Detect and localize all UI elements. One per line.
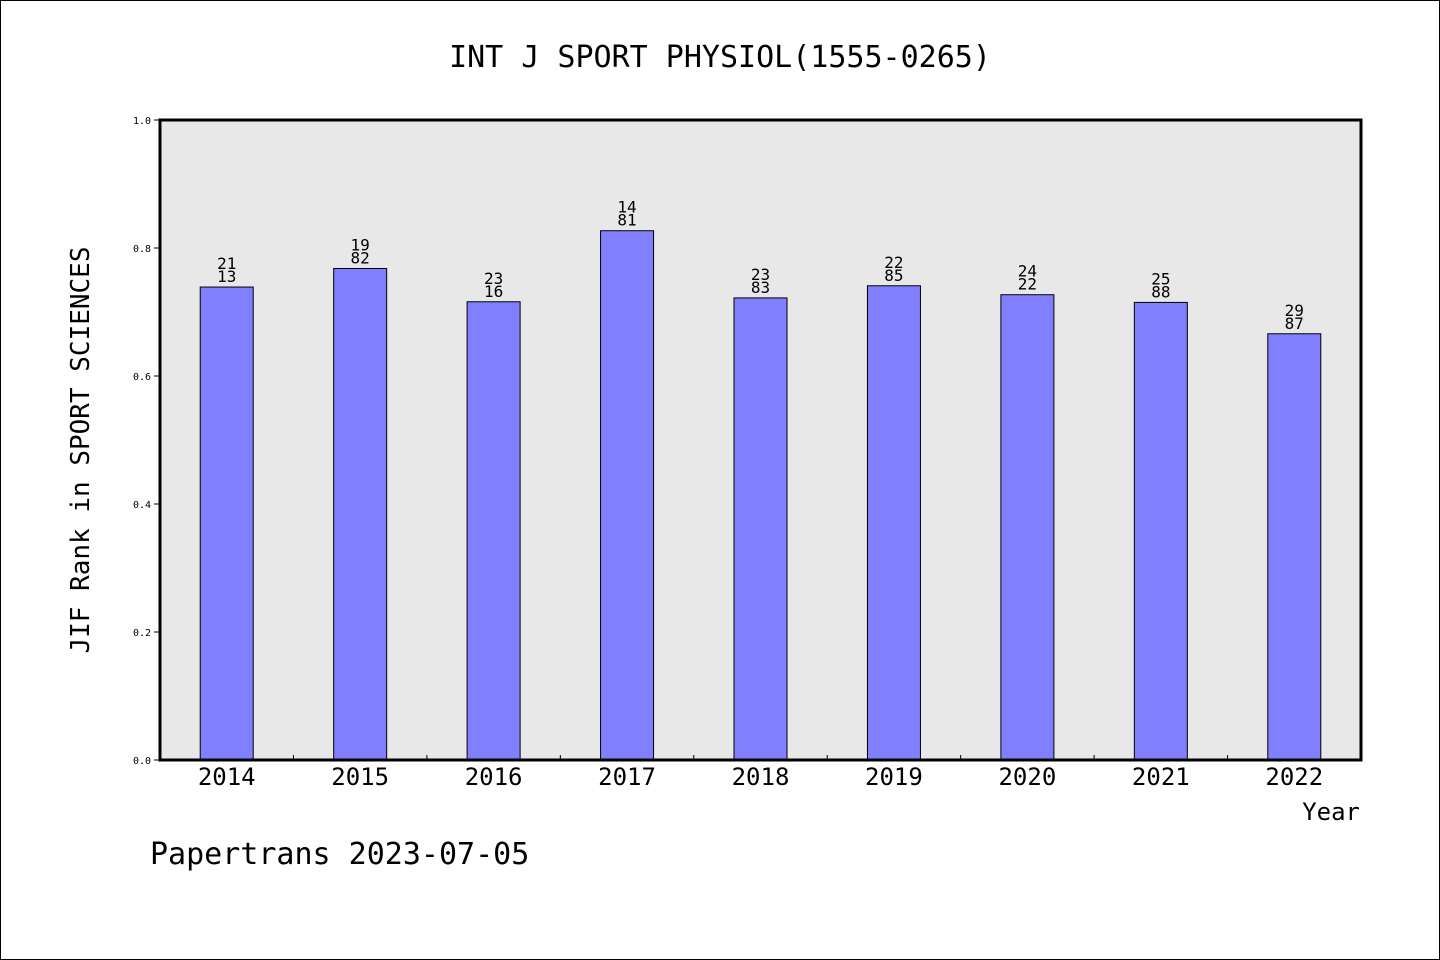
x-tick-label: 2015 <box>331 763 389 791</box>
x-tick-label: 2021 <box>1132 763 1190 791</box>
y-tick-label: 0.2 <box>133 628 151 639</box>
chart-title: INT J SPORT PHYSIOL(1555-0265) <box>449 40 991 75</box>
bar-data-label-bottom: 22 <box>1018 275 1037 294</box>
y-tick-label: 0.0 <box>133 756 151 767</box>
bar-data-label-bottom: 85 <box>884 266 903 285</box>
bar <box>733 297 788 761</box>
bar <box>1000 294 1055 761</box>
bar <box>600 230 655 761</box>
bar <box>199 286 254 761</box>
x-tick-label: 2017 <box>598 763 656 791</box>
bar-data-label-bottom: 13 <box>217 267 236 286</box>
bar-data-label-bottom: 16 <box>484 282 503 301</box>
x-tick-label: 2018 <box>732 763 790 791</box>
plot-border <box>158 118 1363 762</box>
bar-data-label-top: 25 <box>1151 269 1170 288</box>
bar-data-label-bottom: 88 <box>1151 282 1170 301</box>
x-tick-label: 2020 <box>998 763 1056 791</box>
bar <box>333 267 388 761</box>
y-tick-label: 0.6 <box>133 372 151 383</box>
bar-data-label-top: 24 <box>1018 262 1037 281</box>
x-tick-label: 2019 <box>865 763 923 791</box>
x-axis-ticks: 2014 2015 2016 2017 2018 2019 2020 2021 2022 <box>198 755 1323 791</box>
bar-data-label-top: 22 <box>884 253 903 272</box>
y-axis-ticks: 0.0 0.2 0.4 0.6 0.8 1.0 <box>133 116 160 767</box>
y-tick-label: 0.4 <box>133 500 151 511</box>
bar-data-label-bottom: 82 <box>351 248 370 267</box>
bar <box>466 301 521 761</box>
bar-data-label-bottom: 81 <box>617 211 636 230</box>
x-tick-label: 2016 <box>465 763 523 791</box>
bar-data-label-top: 29 <box>1285 301 1304 320</box>
bar-data-label-top: 23 <box>751 265 770 284</box>
bar-data-label-bottom: 83 <box>751 278 770 297</box>
bar <box>1267 333 1322 761</box>
footer-text: Papertrans 2023-07-05 <box>150 837 529 872</box>
bar <box>1133 301 1188 761</box>
bar-data-label-top: 14 <box>617 198 636 217</box>
bar-data-label-bottom: 87 <box>1285 314 1304 333</box>
bars <box>199 230 1322 761</box>
y-tick-label: 1.0 <box>133 116 151 127</box>
y-axis-label: JIF Rank in SPORT SCIENCES <box>66 247 96 654</box>
x-tick-label: 2014 <box>198 763 256 791</box>
y-tick-label: 0.8 <box>133 244 151 255</box>
x-tick-label: 2022 <box>1265 763 1323 791</box>
bar <box>866 285 921 761</box>
bar-data-label-top: 21 <box>217 254 236 273</box>
bar-data-label-top: 19 <box>351 235 370 254</box>
bar-data-label-top: 23 <box>484 269 503 288</box>
x-axis-label: Year <box>1302 798 1360 826</box>
